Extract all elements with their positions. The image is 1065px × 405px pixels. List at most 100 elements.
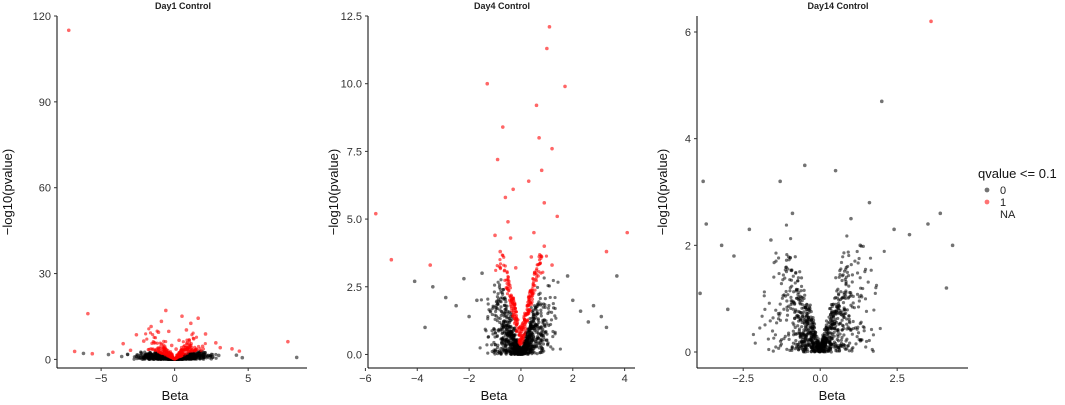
point-dense-0 [842, 343, 846, 347]
point-dense-0 [478, 346, 482, 350]
panel-1: Day1 Control −5 0 5 0 30 60 90 120 Beta −log10(pva… [0, 1, 307, 403]
point-dense-1 [147, 327, 151, 331]
point-dense-0 [496, 316, 500, 320]
point-dense-0 [831, 345, 836, 349]
point-dense-1 [524, 327, 528, 331]
point-dense-0 [855, 292, 860, 296]
point-sig-0 [778, 179, 782, 184]
x-tick-label: 2 [570, 373, 576, 385]
point-dense-0 [504, 352, 508, 356]
point-dense-0 [551, 278, 555, 283]
y-tick-label: 0.0 [347, 349, 362, 361]
point-dense-0 [848, 341, 852, 345]
point-dense-0 [779, 282, 784, 286]
panel-title: Day1 Control [155, 1, 211, 11]
point-dense-0 [553, 314, 557, 318]
point-dense-0 [539, 311, 543, 315]
point-dense-0 [847, 317, 851, 321]
point-dense-0 [787, 304, 791, 308]
point-dense-0 [845, 270, 850, 275]
point-sig-0 [423, 325, 427, 330]
point-dense-0 [792, 300, 796, 304]
point-dense-0 [850, 349, 854, 353]
point-sig-1 [134, 333, 139, 337]
point-dense-0 [843, 346, 847, 350]
point-dense-0 [788, 236, 793, 241]
y-tick-label: 7.5 [347, 146, 362, 158]
point-dense-0 [811, 328, 816, 333]
point-dense-0 [839, 260, 844, 265]
point-sig-0 [570, 298, 575, 303]
point-dense-1 [502, 269, 506, 273]
point-dense-0 [789, 295, 793, 299]
point-dense-0 [856, 261, 860, 265]
point-dense-0 [776, 256, 781, 260]
point-dense-0 [807, 322, 811, 326]
point-dense-0 [806, 338, 810, 342]
point-dense-0 [855, 271, 860, 275]
point-dense-1 [511, 312, 516, 316]
point-dense-0 [850, 273, 855, 277]
point-sig-0 [833, 168, 838, 173]
point-dense-0 [840, 274, 844, 278]
x-tick-label: 4 [622, 373, 628, 385]
point-dense-0 [840, 318, 844, 322]
point-dense-0 [541, 347, 545, 351]
point-dense-0 [537, 292, 541, 297]
point-dense-0 [538, 351, 543, 355]
point-sig-1 [389, 257, 394, 262]
point-dense-0 [796, 295, 801, 299]
point-dense-0 [543, 296, 547, 301]
point-dense-0 [535, 335, 540, 339]
point-sig-0 [216, 353, 221, 358]
points [66, 28, 299, 362]
point-dense-1 [190, 333, 194, 337]
point-dense-0 [840, 323, 845, 327]
y-axis-title: −log10(pvalue) [0, 149, 15, 235]
point-dense-0 [542, 318, 546, 322]
point-dense-0 [499, 313, 503, 318]
point-dense-0 [851, 301, 855, 305]
x-axis-title: Beta [162, 388, 190, 403]
point-dense-0 [499, 278, 503, 282]
point-dense-0 [504, 337, 509, 341]
point-dense-0 [495, 334, 499, 338]
point-dense-0 [793, 316, 797, 320]
point-dense-0 [836, 329, 840, 334]
point-dense-0 [843, 308, 847, 312]
point-dense-0 [546, 284, 550, 288]
point-sig-1 [180, 314, 184, 319]
point-dense-0 [869, 327, 874, 332]
point-dense-0 [785, 308, 790, 312]
point-dense-0 [845, 317, 849, 321]
point-dense-0 [539, 325, 543, 329]
point-sig-1 [526, 179, 531, 183]
point-dense-1 [167, 352, 171, 356]
point-sig-1 [152, 341, 156, 345]
point-dense-0 [774, 308, 778, 312]
point-dense-0 [548, 322, 553, 327]
point-sig-0 [950, 243, 955, 248]
point-dense-0 [539, 302, 543, 306]
point-dense-0 [800, 341, 805, 345]
point-dense-0 [787, 337, 791, 341]
point-dense-0 [774, 251, 778, 255]
point-dense-0 [508, 346, 512, 350]
point-dense-0 [549, 310, 554, 314]
point-dense-0 [815, 334, 819, 339]
point-dense-0 [840, 278, 844, 283]
point-dense-0 [847, 253, 851, 258]
point-dense-0 [479, 298, 483, 302]
point-dense-0 [528, 320, 532, 325]
point-sig-0 [462, 276, 466, 281]
point-dense-0 [802, 288, 806, 292]
point-sig-1 [200, 344, 205, 349]
point-dense-0 [788, 289, 792, 293]
point-sig-1 [534, 268, 539, 273]
point-dense-0 [838, 272, 842, 277]
point-sig-0 [431, 284, 435, 289]
point-dense-0 [502, 303, 506, 308]
point-sig-1 [555, 214, 560, 219]
point-dense-0 [794, 345, 799, 349]
point-dense-0 [551, 329, 555, 334]
